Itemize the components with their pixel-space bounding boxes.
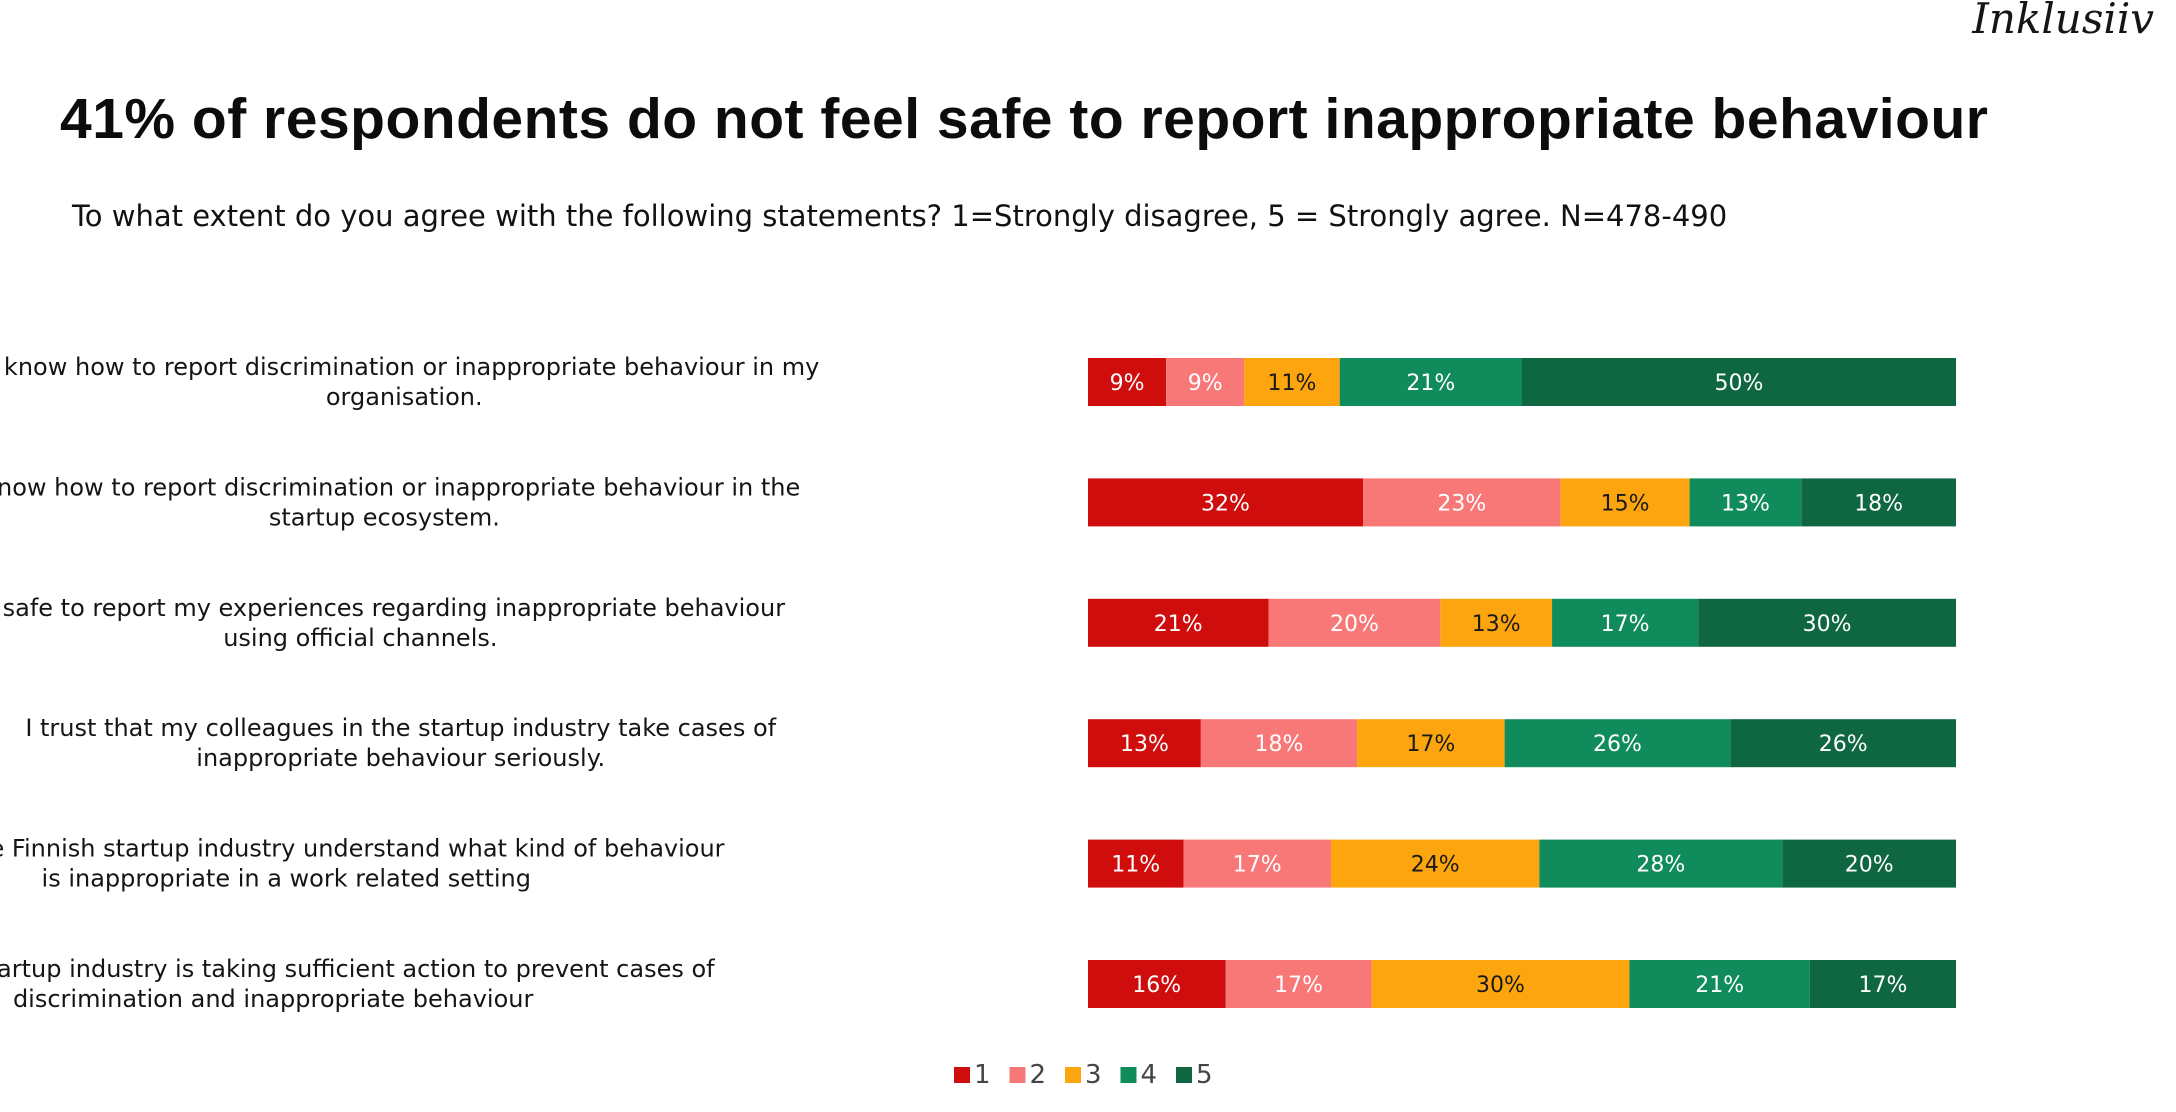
legend-label: 1	[974, 1060, 991, 1090]
bar-segment-3	[1560, 478, 1690, 527]
data-label: 21%	[1406, 371, 1455, 396]
chart-row-6: The Finnish startup industry is taking s…	[0, 955, 1956, 1013]
bar-segment-4	[1629, 960, 1810, 1008]
bar-segment-4	[1504, 719, 1731, 768]
chart-row-5: People in the Finnish startup industry u…	[0, 835, 1956, 893]
bar-segment-4	[1339, 358, 1522, 406]
legend-swatch	[954, 1067, 970, 1083]
bar-segment-2	[1166, 358, 1245, 406]
data-label: 17%	[1274, 973, 1323, 998]
legend-item-2: 2	[1009, 1060, 1047, 1090]
bar-segment-3	[1357, 719, 1505, 768]
data-label: 17%	[1858, 973, 1907, 998]
chart-rows: I know how to report discrimination or i…	[0, 353, 1956, 1013]
data-label: 30%	[1476, 973, 1525, 998]
data-label: 16%	[1132, 973, 1181, 998]
data-label: 11%	[1268, 371, 1317, 396]
bar-segment-4	[1539, 839, 1783, 888]
bar-segment-1	[1088, 839, 1184, 888]
brand-logo: Inklusiiv	[1972, 0, 2154, 43]
data-label: 32%	[1201, 491, 1250, 516]
data-label: 18%	[1255, 732, 1304, 757]
chart-row-2: I know how to report discrimination or i…	[0, 473, 1956, 531]
category-label: I trust that my colleagues in the startu…	[25, 714, 776, 772]
data-label: 9%	[1188, 371, 1223, 396]
legend-swatch	[1120, 1067, 1137, 1083]
bar-segment-5	[1801, 478, 1956, 527]
legend-label: 2	[1030, 1060, 1047, 1090]
legend-item-1: 1	[954, 1060, 991, 1090]
bar-segment-4	[1552, 598, 1699, 647]
bar-segment-5	[1782, 839, 1956, 888]
legend-item-5: 5	[1176, 1060, 1213, 1090]
data-label: 20%	[1845, 853, 1894, 878]
legend-label: 3	[1085, 1060, 1102, 1090]
bar-segment-5	[1809, 960, 1956, 1008]
chart-row-3: I feel safe to report my experiences reg…	[0, 594, 1956, 652]
legend-label: 4	[1141, 1060, 1158, 1090]
bar-segment-1	[1088, 719, 1201, 768]
bar-segment-1	[1088, 960, 1226, 1008]
legend-item-4: 4	[1120, 1060, 1158, 1090]
category-label: I know how to report discrimination or i…	[0, 473, 800, 531]
data-label: 17%	[1233, 853, 1282, 878]
chart-legend: 1 2 3 4 5	[954, 1060, 1213, 1090]
data-label: 24%	[1411, 853, 1460, 878]
bar-segment-2	[1363, 478, 1561, 527]
data-label: 13%	[1472, 612, 1521, 637]
legend-swatch	[1176, 1067, 1192, 1083]
data-label: 15%	[1601, 491, 1650, 516]
data-label: 18%	[1854, 491, 1903, 516]
data-label: 20%	[1330, 612, 1379, 637]
data-label: 50%	[1715, 371, 1764, 396]
data-label: 17%	[1601, 612, 1650, 637]
category-label: I feel safe to report my experiences reg…	[0, 594, 785, 652]
bar-segment-1	[1088, 598, 1269, 647]
data-label: 17%	[1406, 732, 1455, 757]
data-label: 21%	[1695, 973, 1744, 998]
category-label: The Finnish startup industry is taking s…	[0, 955, 715, 1013]
bar-segment-5	[1730, 719, 1956, 768]
bar-segment-3	[1371, 960, 1630, 1008]
data-label: 26%	[1819, 732, 1868, 757]
category-label: I know how to report discrimination or i…	[0, 353, 819, 411]
data-label: 28%	[1636, 853, 1685, 878]
bar-segment-5	[1522, 358, 1956, 406]
data-label: 11%	[1111, 853, 1160, 878]
data-label: 9%	[1110, 371, 1145, 396]
legend-label: 5	[1196, 1060, 1213, 1090]
legend-swatch	[1065, 1067, 1081, 1083]
category-label: People in the Finnish startup industry u…	[0, 835, 725, 893]
chart-row-1: I know how to report discrimination or i…	[0, 353, 1956, 411]
legend-swatch	[1009, 1067, 1026, 1083]
legend-item-3: 3	[1065, 1060, 1102, 1090]
data-label: 13%	[1721, 491, 1770, 516]
bar-segment-1	[1088, 358, 1167, 406]
bar-segment-3	[1331, 839, 1540, 888]
bar-segment-4	[1689, 478, 1802, 527]
data-label: 13%	[1120, 732, 1169, 757]
bar-segment-3	[1244, 358, 1340, 406]
bar-segment-2	[1200, 719, 1358, 768]
chart-title: 41% of respondents do not feel safe to r…	[60, 87, 1989, 151]
bar-segment-2	[1268, 598, 1441, 647]
bar-segment-5	[1698, 598, 1956, 647]
chart-subtitle: To what extent do you agree with the fol…	[72, 199, 1728, 233]
bar-segment-2	[1225, 960, 1372, 1008]
chart-row-4: I trust that my colleagues in the startu…	[25, 714, 1956, 772]
data-label: 30%	[1803, 612, 1852, 637]
bar-segment-3	[1440, 598, 1553, 647]
data-label: 26%	[1593, 732, 1642, 757]
data-label: 23%	[1437, 491, 1486, 516]
data-label: 21%	[1154, 612, 1203, 637]
bar-segment-2	[1183, 839, 1332, 888]
bar-segment-1	[1088, 478, 1364, 527]
